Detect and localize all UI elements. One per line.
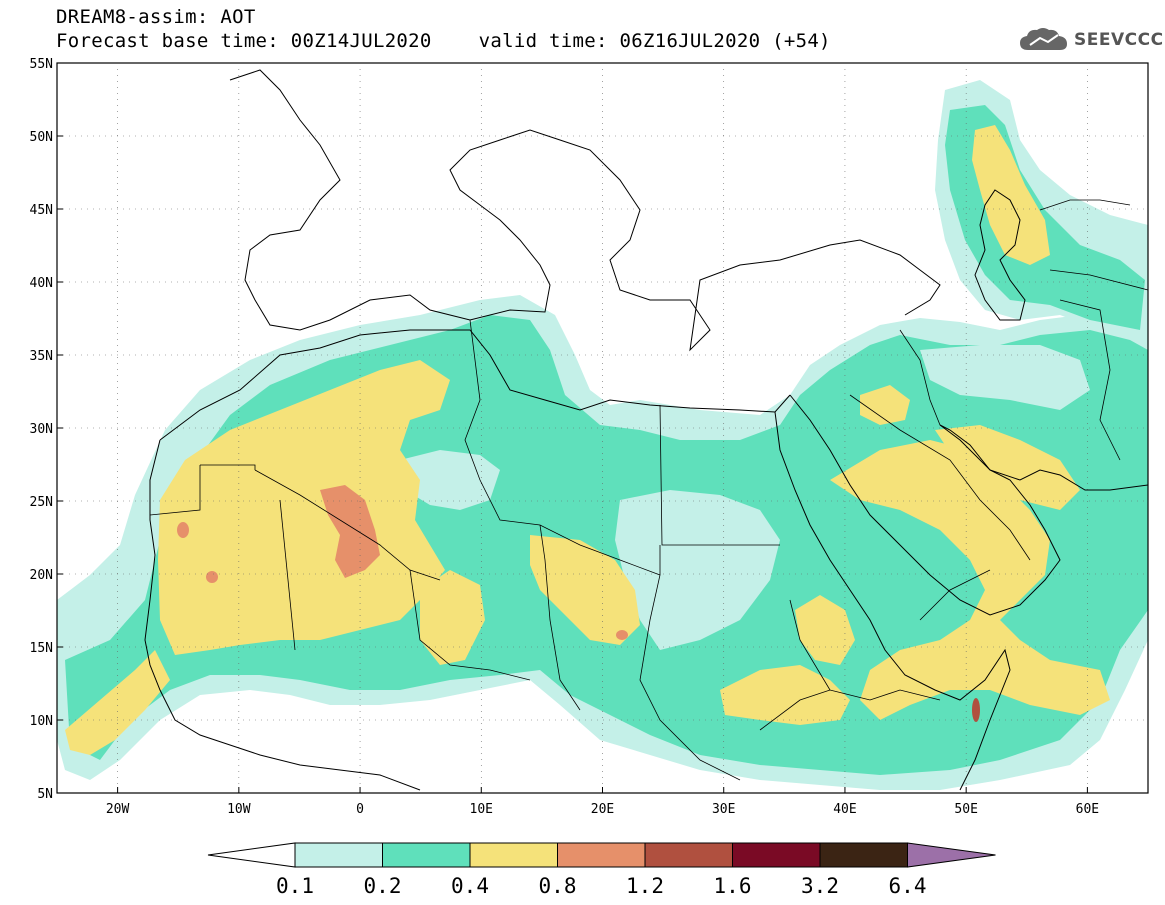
border-mauritania: [149, 464, 256, 516]
coastline-persian-gulf: [939, 424, 1149, 491]
aot-field: [57, 63, 1148, 793]
lat-tick-label: 30N: [30, 422, 53, 437]
lat-tick-label: 45N: [30, 203, 53, 218]
aot-hole-egypt: [615, 490, 780, 650]
lon-tick-label: 10E: [470, 802, 493, 817]
seevccc-logo: SEEVCCC: [1018, 26, 1164, 54]
aot-contour-0-4-iraq: [860, 385, 910, 425]
aot-hole-iran: [920, 345, 1090, 410]
country-borders: [149, 199, 1149, 781]
coastline-africa-north: [159, 329, 791, 441]
coastline-red-sea: [774, 411, 1011, 791]
coastlines: [144, 69, 1149, 791]
lon-tick-label: 60E: [1076, 802, 1099, 817]
lon-tick-label: 50E: [954, 802, 977, 817]
forecast-base-time: Forecast base time: 00Z14JUL2020: [56, 30, 432, 52]
border-iran-iraq: [899, 299, 1121, 461]
coastline-africa-west: [144, 439, 421, 791]
border-mali: [279, 499, 296, 651]
border-turkmen: [1039, 199, 1149, 291]
aot-contour-0-4-ethiopia: [795, 595, 855, 665]
lat-tick-label: 55N: [30, 57, 53, 72]
lat-tick-label: 20N: [30, 568, 53, 583]
aot-contour-0-4-arabia: [830, 440, 1110, 720]
cloud-icon: [1020, 28, 1067, 50]
border-libya: [464, 319, 661, 576]
map-title: DREAM8-assim: AOT: [56, 6, 256, 28]
graticule: 20W 10W 0 10E 20E 30E 40E 50E 60E 55N 50N 45N 40N 35N…: [30, 57, 1148, 817]
border-algeria-mali: [254, 469, 441, 581]
lat-tick-label: 40N: [30, 276, 53, 291]
aot-contour-0-4-chad: [530, 535, 640, 645]
time-info: Forecast base time: 00Z14JUL2020 valid t…: [56, 30, 831, 52]
aot-contour-0-8-mauritania: [177, 522, 189, 538]
lon-tick-label: 20W: [106, 802, 130, 817]
aot-contour-0-4-sahara: [158, 360, 450, 655]
aot-contour-0-4-caspian: [972, 125, 1050, 265]
aot-contour-0-8-mali: [206, 571, 218, 583]
border-sudan: [639, 545, 741, 781]
aot-contour-0-8-somalia: [972, 698, 980, 722]
aot-contour-0-8-chad: [616, 630, 628, 640]
aot-contour-0-4-sudan: [720, 665, 850, 725]
border-chad: [539, 524, 581, 711]
lon-tick-label: 20E: [591, 802, 614, 817]
border-egypt: [659, 404, 780, 546]
aot-contour-0-4-west: [65, 650, 170, 755]
border-saudi: [849, 394, 1031, 621]
aot-contour-0-8: [320, 485, 380, 578]
aot-contour-0-4-niger: [420, 570, 485, 665]
aot-hole-libya: [400, 450, 500, 510]
border-ethiopia: [759, 599, 941, 731]
coastline-europe: [229, 69, 941, 352]
logo-text: SEEVCCC: [1074, 30, 1164, 50]
coastline-caspian: [974, 189, 1026, 321]
lat-tick-label: 50N: [30, 130, 53, 145]
lon-tick-label: 10W: [227, 802, 251, 817]
lon-tick-label: 30E: [712, 802, 735, 817]
lat-tick-label: 10N: [30, 714, 53, 729]
lat-tick-label: 15N: [30, 641, 53, 656]
lat-tick-label: 5N: [37, 787, 53, 802]
lon-tick-label: 40E: [833, 802, 856, 817]
lon-tick-label: 0: [356, 802, 364, 817]
border-niger-nigeria: [409, 569, 531, 681]
lat-tick-label: 35N: [30, 349, 53, 364]
lat-tick-label: 25N: [30, 495, 53, 510]
valid-time: valid time: 06Z16JUL2020 (+54): [478, 30, 831, 52]
